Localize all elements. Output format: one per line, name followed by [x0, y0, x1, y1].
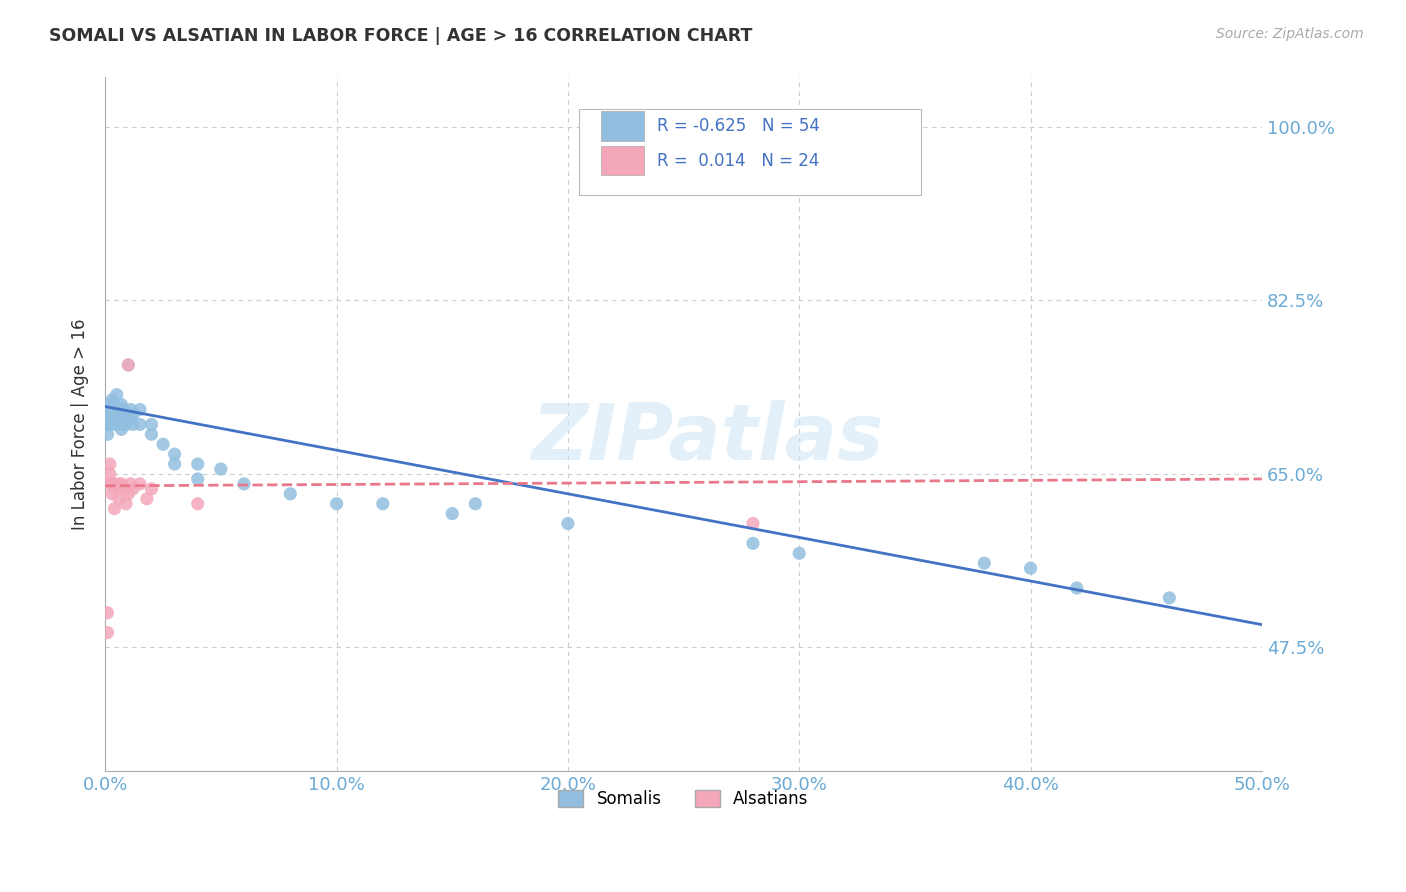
Point	[96, 625, 118, 640]
Point	[108, 491, 131, 506]
Point	[108, 417, 131, 432]
Point	[98, 467, 121, 481]
Point	[441, 507, 464, 521]
Point	[101, 417, 124, 432]
Point	[129, 402, 152, 417]
Point	[115, 408, 138, 422]
Point	[973, 556, 995, 570]
Point	[129, 476, 152, 491]
Point	[120, 412, 142, 426]
Point	[98, 457, 121, 471]
Point	[108, 476, 131, 491]
Point	[112, 412, 135, 426]
Y-axis label: In Labor Force | Age > 16: In Labor Force | Age > 16	[72, 318, 89, 530]
FancyBboxPatch shape	[579, 109, 921, 195]
Point	[98, 476, 121, 491]
Point	[187, 472, 209, 486]
Point	[278, 487, 301, 501]
Point	[105, 482, 128, 496]
Point	[187, 497, 209, 511]
Point	[101, 408, 124, 422]
Point	[152, 437, 174, 451]
Point	[103, 412, 125, 426]
Point	[103, 476, 125, 491]
Point	[112, 482, 135, 496]
Point	[117, 487, 139, 501]
Point	[371, 497, 394, 511]
Point	[110, 422, 132, 436]
Point	[112, 402, 135, 417]
Point	[787, 546, 810, 560]
Point	[110, 398, 132, 412]
Point	[103, 398, 125, 412]
Point	[141, 417, 163, 432]
Point	[325, 497, 347, 511]
Point	[110, 408, 132, 422]
Text: SOMALI VS ALSATIAN IN LABOR FORCE | AGE > 16 CORRELATION CHART: SOMALI VS ALSATIAN IN LABOR FORCE | AGE …	[49, 27, 752, 45]
Point	[101, 487, 124, 501]
Point	[112, 417, 135, 432]
Point	[115, 417, 138, 432]
Point	[122, 417, 145, 432]
Point	[105, 417, 128, 432]
Point	[1066, 581, 1088, 595]
Legend: Somalis, Alsatians: Somalis, Alsatians	[551, 783, 815, 815]
Point	[187, 457, 209, 471]
Point	[96, 606, 118, 620]
Text: R =  0.014   N = 24: R = 0.014 N = 24	[657, 152, 820, 169]
Point	[1159, 591, 1181, 605]
Point	[108, 408, 131, 422]
Point	[117, 358, 139, 372]
Point	[163, 457, 186, 471]
Point	[96, 417, 118, 432]
Point	[742, 536, 765, 550]
Point	[1019, 561, 1042, 575]
Text: R = -0.625   N = 54: R = -0.625 N = 54	[657, 117, 820, 135]
Point	[464, 497, 486, 511]
Point	[108, 402, 131, 417]
Point	[96, 427, 118, 442]
Point	[557, 516, 579, 531]
Text: Source: ZipAtlas.com: Source: ZipAtlas.com	[1216, 27, 1364, 41]
Point	[163, 447, 186, 461]
Point	[110, 476, 132, 491]
Point	[135, 491, 157, 506]
Point	[98, 398, 121, 412]
FancyBboxPatch shape	[602, 146, 644, 176]
Point	[98, 417, 121, 432]
Point	[122, 408, 145, 422]
Point	[120, 476, 142, 491]
Point	[103, 501, 125, 516]
Point	[141, 482, 163, 496]
Point	[117, 358, 139, 372]
Point	[98, 402, 121, 417]
Point	[141, 427, 163, 442]
Point	[103, 402, 125, 417]
Point	[101, 476, 124, 491]
Point	[115, 497, 138, 511]
Point	[105, 387, 128, 401]
Point	[209, 462, 232, 476]
Point	[233, 476, 256, 491]
Text: ZIPatlas: ZIPatlas	[530, 401, 883, 476]
Point	[96, 408, 118, 422]
Point	[101, 392, 124, 407]
Point	[122, 482, 145, 496]
FancyBboxPatch shape	[602, 112, 644, 141]
Point	[129, 417, 152, 432]
Point	[742, 516, 765, 531]
Point	[120, 402, 142, 417]
Point	[105, 408, 128, 422]
